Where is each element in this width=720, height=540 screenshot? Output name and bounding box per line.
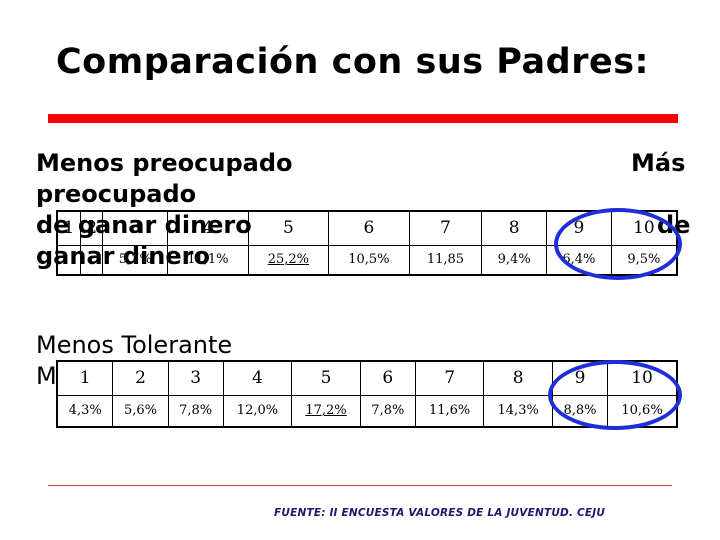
value-cell: 5,6% bbox=[112, 394, 169, 428]
header-cell: 8 bbox=[481, 210, 548, 246]
value-cell bbox=[79, 244, 104, 276]
section2-label-line1: Menos Tolerante bbox=[36, 331, 233, 359]
header-cell: 1 bbox=[56, 360, 114, 396]
title-divider bbox=[48, 114, 678, 123]
header-cell: 6 bbox=[359, 360, 416, 396]
value-cell: 10,5% bbox=[328, 244, 410, 276]
value-cell: 7,8% bbox=[167, 394, 224, 428]
value-cell: 11,6% bbox=[414, 394, 485, 428]
header-cell: 8 bbox=[483, 360, 553, 396]
header-cell: 2 bbox=[79, 210, 104, 246]
value-cell: 11,85 bbox=[408, 244, 483, 276]
slide-title: Comparación con sus Padres: bbox=[56, 42, 650, 82]
value-cell: 9,4% bbox=[481, 244, 548, 276]
section1-label-right: Más bbox=[631, 149, 686, 177]
section1-label-line2: preocupado bbox=[36, 180, 197, 208]
header-cell: 7 bbox=[408, 210, 483, 246]
value-cell: 5,7% bbox=[102, 244, 169, 276]
source-note: FUENTE: II ENCUESTA VALORES DE LA JUVENT… bbox=[274, 507, 606, 519]
value-cell: 12,0% bbox=[222, 394, 293, 428]
value-cell: 11,1% bbox=[167, 244, 249, 276]
header-cell: 2 bbox=[112, 360, 169, 396]
highlight-oval bbox=[548, 360, 682, 430]
header-cell: 5 bbox=[291, 360, 361, 396]
section1-label-line3: de ganar dinero bbox=[36, 211, 252, 239]
section1-label-line1: Menos preocupado bbox=[36, 149, 293, 177]
section2-label-line2: M bbox=[36, 362, 57, 390]
value-cell: 4,3% bbox=[56, 394, 114, 428]
highlight-oval bbox=[554, 208, 682, 280]
header-cell: 3 bbox=[167, 360, 224, 396]
header-cell: 4 bbox=[222, 360, 293, 396]
section1-label-line4: ganar dinero bbox=[36, 242, 210, 270]
value-cell: 7,8% bbox=[359, 394, 416, 428]
value-cell bbox=[56, 244, 81, 276]
header-cell: 6 bbox=[328, 210, 410, 246]
header-cell: 5 bbox=[247, 210, 330, 246]
value-cell: 25,2% bbox=[247, 244, 330, 276]
value-cell: 14,3% bbox=[483, 394, 553, 428]
header-cell: 7 bbox=[414, 360, 485, 396]
footer-divider bbox=[48, 485, 672, 486]
value-cell: 17,2% bbox=[291, 394, 361, 428]
